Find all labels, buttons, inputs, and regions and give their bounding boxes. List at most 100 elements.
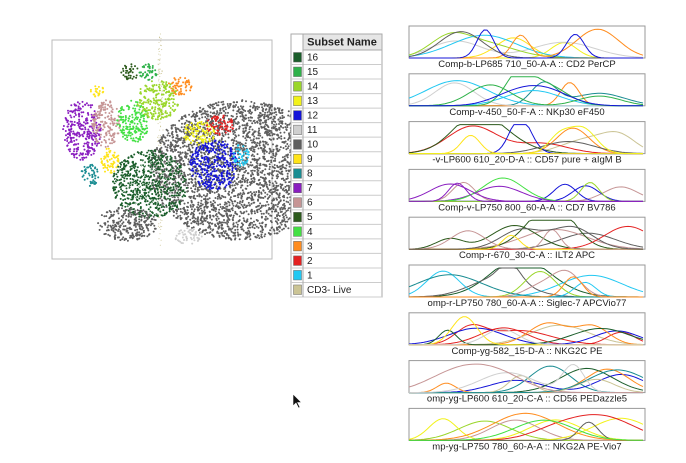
tsne-event bbox=[240, 212, 243, 215]
tsne-event bbox=[259, 210, 262, 213]
tsne-event bbox=[232, 106, 235, 109]
tsne-event bbox=[230, 214, 233, 217]
tsne-event bbox=[221, 103, 224, 106]
tsne-event bbox=[107, 103, 109, 106]
tsne-event bbox=[97, 126, 100, 129]
tsne-event bbox=[278, 225, 281, 228]
tsne-event bbox=[194, 113, 197, 116]
tsne-event bbox=[206, 122, 209, 124]
tsne-event bbox=[226, 145, 229, 148]
tsne-event bbox=[268, 106, 271, 109]
tsne-event bbox=[197, 206, 200, 209]
tsne-event bbox=[208, 151, 211, 154]
tsne-event bbox=[156, 118, 159, 121]
tsne-event bbox=[139, 121, 142, 124]
tsne-event bbox=[166, 146, 169, 149]
tsne-event bbox=[222, 144, 225, 147]
tsne-event bbox=[185, 182, 187, 184]
tsne-event bbox=[64, 130, 67, 132]
tsne-event bbox=[146, 99, 149, 102]
tsne-event bbox=[131, 133, 134, 136]
tsne-event bbox=[269, 111, 272, 114]
tsne-event bbox=[72, 136, 75, 139]
tsne-event bbox=[148, 65, 151, 68]
tsne-event bbox=[258, 127, 260, 130]
tsne-event bbox=[191, 217, 194, 220]
tsne-event bbox=[216, 132, 219, 135]
tsne-event bbox=[236, 225, 239, 228]
tsne-event bbox=[125, 69, 128, 72]
tsne-event bbox=[279, 165, 282, 168]
tsne-event bbox=[271, 134, 274, 137]
tsne-event bbox=[210, 222, 213, 225]
tsne-event bbox=[73, 150, 75, 153]
tsne-event bbox=[213, 111, 216, 114]
tsne-event bbox=[78, 132, 80, 134]
tsne-event bbox=[238, 125, 241, 128]
tsne-event bbox=[97, 176, 100, 179]
tsne-event bbox=[155, 101, 158, 104]
tsne-event bbox=[167, 132, 170, 135]
tsne-event bbox=[155, 96, 158, 99]
tsne-event bbox=[224, 125, 226, 128]
tsne-event bbox=[129, 134, 132, 137]
tsne-event bbox=[160, 222, 162, 224]
tsne-event bbox=[253, 155, 256, 158]
tsne-event bbox=[226, 161, 229, 164]
tsne-event bbox=[219, 118, 222, 121]
tsne-event bbox=[158, 223, 160, 225]
tsne-event bbox=[199, 175, 202, 178]
tsne-event bbox=[227, 129, 230, 132]
tsne-event bbox=[235, 204, 238, 207]
tsne-event bbox=[283, 179, 286, 182]
tsne-event bbox=[263, 163, 266, 166]
tsne-event bbox=[100, 144, 102, 147]
tsne-event bbox=[283, 137, 286, 140]
tsne-event bbox=[262, 204, 265, 207]
tsne-event bbox=[259, 182, 262, 184]
tsne-event bbox=[165, 176, 168, 179]
tsne-event bbox=[224, 186, 227, 188]
tsne-event bbox=[194, 130, 197, 132]
tsne-event bbox=[216, 231, 219, 234]
tsne-event bbox=[239, 179, 242, 182]
tsne-event bbox=[251, 122, 254, 125]
tsne-event bbox=[206, 189, 209, 192]
tsne-event bbox=[89, 106, 92, 109]
tsne-event bbox=[250, 169, 253, 172]
tsne-event bbox=[248, 119, 250, 122]
tsne-event bbox=[194, 162, 197, 165]
tsne-event bbox=[119, 129, 122, 132]
tsne-event bbox=[263, 149, 266, 152]
tsne-event bbox=[226, 125, 229, 128]
tsne-event bbox=[213, 183, 216, 186]
tsne-event bbox=[168, 105, 171, 108]
tsne-event bbox=[95, 121, 98, 124]
tsne-event bbox=[272, 118, 275, 121]
tsne-event bbox=[124, 115, 127, 117]
tsne-event bbox=[160, 219, 162, 221]
tsne-event bbox=[250, 111, 253, 114]
tsne-event bbox=[212, 130, 215, 133]
tsne-event bbox=[229, 126, 232, 129]
tsne-event bbox=[210, 161, 213, 164]
tsne-event bbox=[212, 116, 215, 119]
tsne-event bbox=[223, 158, 226, 161]
tsne-event bbox=[104, 116, 107, 119]
tsne-event bbox=[230, 121, 233, 124]
tsne-event bbox=[268, 163, 271, 166]
tsne-event bbox=[232, 119, 235, 122]
tsne-event bbox=[185, 187, 188, 189]
tsne-event bbox=[160, 40, 162, 42]
tsne-event bbox=[193, 191, 196, 194]
tsne-event bbox=[201, 157, 204, 160]
tsne-event bbox=[206, 148, 209, 151]
tsne-event bbox=[175, 82, 178, 85]
tsne-event bbox=[258, 204, 260, 207]
tsne-event bbox=[197, 203, 200, 206]
tsne-event bbox=[88, 150, 91, 152]
tsne-event bbox=[210, 147, 213, 150]
tsne-event bbox=[229, 196, 232, 199]
tsne-event bbox=[177, 176, 180, 179]
tsne-event bbox=[227, 150, 230, 153]
